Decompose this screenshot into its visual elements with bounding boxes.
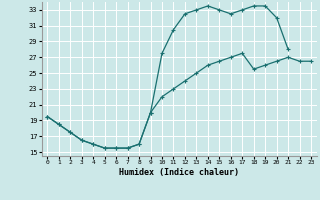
X-axis label: Humidex (Indice chaleur): Humidex (Indice chaleur) xyxy=(119,168,239,177)
